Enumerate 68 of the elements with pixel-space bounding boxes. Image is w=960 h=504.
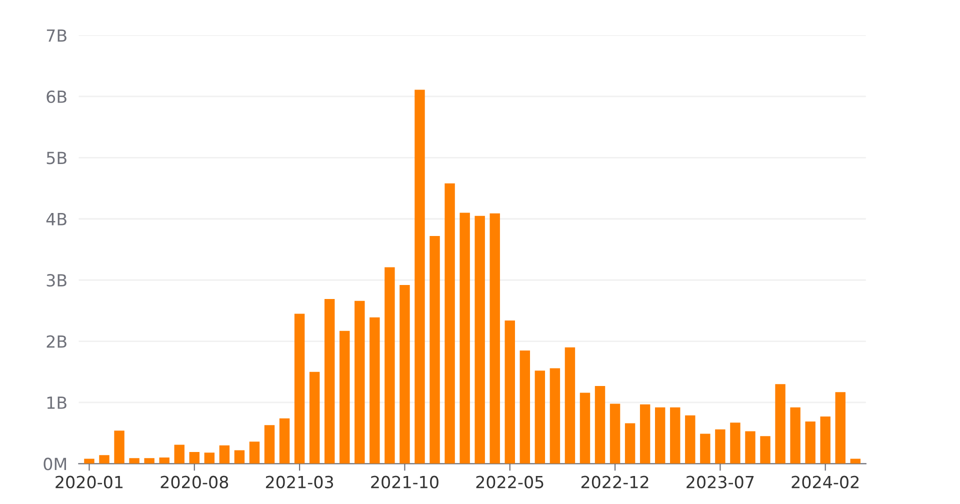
bar: [520, 350, 530, 464]
bar: [444, 183, 455, 464]
bar: [234, 450, 245, 464]
x-tick-label: 2021-03: [266, 476, 334, 488]
y-tick-label: 4B: [46, 213, 66, 226]
bar: [414, 90, 425, 464]
bar: [700, 434, 710, 464]
bar: [294, 314, 305, 464]
bar: [730, 422, 740, 464]
x-tick-label: 2020-01: [56, 476, 123, 488]
bar: [430, 236, 440, 464]
bar: [279, 418, 290, 464]
bar: [670, 407, 680, 464]
bar: [835, 392, 846, 464]
bar: [460, 212, 470, 464]
x-tick-label: 2023-07: [686, 476, 754, 488]
bar: [354, 300, 365, 464]
bar: [264, 425, 275, 464]
x-tick-label: 2022-05: [476, 476, 544, 488]
y-tick-label: 0M: [44, 458, 66, 470]
y-tick-label: 2B: [46, 335, 66, 348]
bar: [610, 404, 620, 464]
bar: [490, 213, 500, 464]
bar: [99, 455, 110, 464]
bar: [775, 384, 786, 464]
bar: [84, 458, 94, 464]
x-tick-label: 2022-12: [581, 476, 648, 488]
y-tick-label: 1B: [47, 396, 66, 409]
y-tick-label: 6B: [46, 90, 66, 104]
bar: [474, 216, 485, 464]
bar: [850, 458, 861, 464]
bar: [129, 458, 140, 464]
bar: [624, 423, 636, 464]
bar: [114, 430, 124, 464]
bar: [550, 368, 560, 464]
bar: [384, 267, 395, 464]
bar: [580, 392, 590, 464]
bar: [219, 445, 230, 464]
x-tick-label: 2020-08: [160, 476, 228, 488]
bar: [760, 436, 770, 464]
bar: [805, 421, 816, 464]
bar: [534, 370, 546, 464]
bar: [820, 416, 830, 464]
bar: [745, 431, 756, 464]
bar: [640, 404, 650, 464]
bar: [159, 458, 170, 464]
x-tick-label: 2021-10: [371, 476, 438, 488]
bar: [174, 444, 184, 464]
y-tick-label: 5B: [46, 152, 66, 164]
bar: [340, 330, 350, 464]
bar: [504, 320, 515, 464]
bar: [249, 442, 260, 464]
bar: [400, 284, 410, 464]
bar: [370, 317, 380, 464]
bar: [189, 452, 200, 464]
bar: [685, 415, 696, 464]
bar: [655, 407, 666, 464]
bar: [204, 452, 215, 464]
bar: [324, 299, 335, 464]
bar: [564, 347, 576, 464]
bar: [144, 458, 154, 464]
bar: [790, 407, 800, 464]
y-tick-label: 7B: [46, 29, 66, 42]
y-tick-label: 3B: [46, 274, 66, 287]
bar: [594, 386, 606, 464]
bar: [715, 429, 726, 464]
bar: [309, 372, 320, 464]
x-tick-label: 2024-02: [792, 476, 859, 488]
